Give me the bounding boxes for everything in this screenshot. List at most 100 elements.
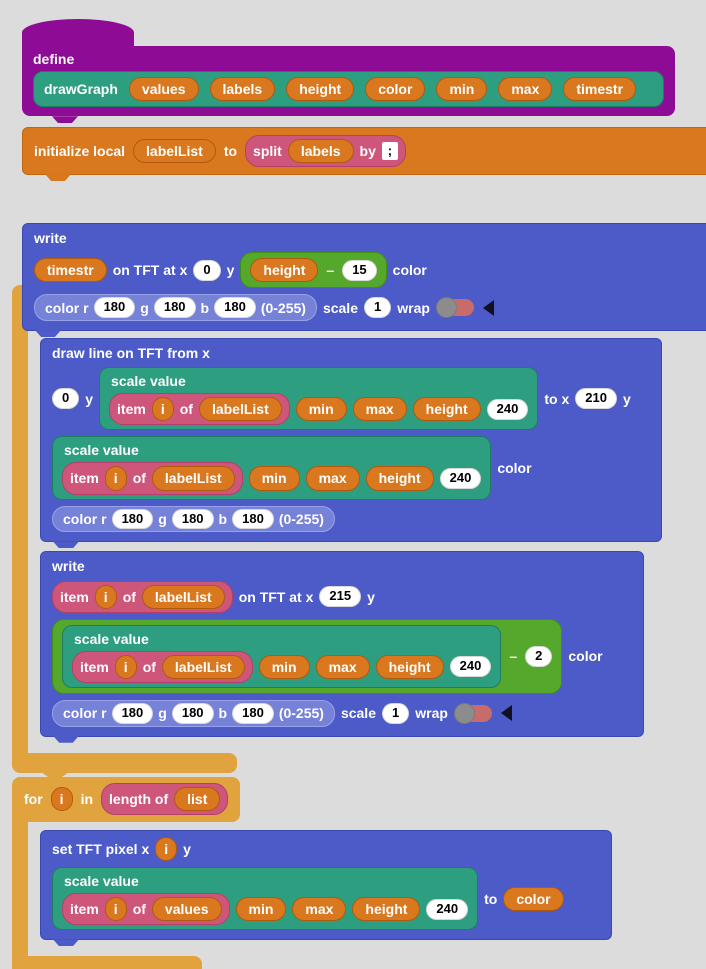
b-label: b	[200, 299, 210, 316]
param-pill-height[interactable]: height	[286, 77, 355, 102]
item-of-list-block[interactable]: item i of labelList	[62, 462, 243, 495]
list-variable-pill[interactable]: labelList	[141, 584, 225, 609]
loop-arm	[12, 822, 28, 957]
scale-label: scale	[322, 299, 358, 316]
list-variable-pill[interactable]: values	[151, 897, 222, 922]
y-label: y	[85, 390, 94, 407]
max-param-pill[interactable]: max	[305, 466, 360, 491]
height-param-pill[interactable]: height	[352, 897, 421, 922]
index-variable-pill[interactable]: i	[104, 466, 127, 491]
max-param-pill[interactable]: max	[315, 654, 370, 679]
green-input[interactable]: 180	[153, 297, 196, 319]
initialize-local-block[interactable]: initialize local labelList to split labe…	[22, 127, 706, 182]
list-variable-pill[interactable]: labelList	[161, 654, 245, 679]
scale-value-block[interactable]: scale value item i of labelList min	[62, 624, 502, 688]
red-input[interactable]: 180	[111, 508, 154, 530]
max-param-pill[interactable]: max	[292, 897, 347, 922]
item-of-list-block[interactable]: item i of labelList	[109, 393, 290, 426]
scale-input[interactable]: 1	[382, 702, 410, 724]
x-from-input[interactable]: 0	[52, 388, 80, 410]
blue-input[interactable]: 180	[232, 702, 274, 724]
param-pill-min[interactable]: min	[436, 77, 488, 102]
of-keyword: of	[132, 470, 146, 487]
labellist-variable-pill[interactable]: labelList	[133, 139, 216, 164]
scale-value-block[interactable]: scale value item i of labelList min max	[99, 367, 539, 431]
for-loop-header[interactable]: for i in length of list	[12, 777, 241, 823]
param-pill-values[interactable]: values	[128, 77, 199, 102]
param-pill-labels[interactable]: labels	[209, 77, 276, 102]
write-keyword: write	[34, 230, 67, 247]
param-pill-max[interactable]: max	[498, 77, 553, 102]
scale-value-block[interactable]: scale value item i of values min max	[52, 867, 479, 931]
min-param-pill[interactable]: min	[248, 466, 300, 491]
range-input[interactable]: 240	[449, 656, 492, 678]
timestr-param-pill[interactable]: timestr	[34, 258, 107, 283]
index-variable-pill[interactable]: i	[114, 654, 137, 679]
x-input[interactable]: 215	[319, 586, 362, 608]
scale-value-block[interactable]: scale value item i of labelList min max	[52, 436, 492, 500]
range-input[interactable]: 240	[486, 398, 529, 420]
split-block[interactable]: split labels by ;	[245, 135, 406, 168]
for-loop-labellist-block[interactable]: for i in length of labelList draw line o…	[12, 285, 662, 782]
min-param-pill[interactable]: min	[295, 397, 347, 422]
green-input[interactable]: 180	[171, 508, 214, 530]
loop-variable-pill[interactable]: i	[50, 787, 73, 812]
function-prototype-block[interactable]: drawGraph values labels height color min…	[33, 71, 664, 108]
index-variable-pill[interactable]: i	[155, 837, 178, 862]
subtract-value-input[interactable]: 15	[342, 259, 377, 281]
list-variable-pill[interactable]: labelList	[198, 397, 282, 422]
labels-param-pill[interactable]: labels	[287, 139, 354, 164]
height-param-pill[interactable]: height	[412, 397, 481, 422]
red-input[interactable]: 180	[111, 702, 154, 724]
write-label-block[interactable]: write item i of labelList on TFT at x 21…	[40, 551, 644, 743]
param-pill-color[interactable]: color	[365, 77, 426, 102]
blue-input[interactable]: 180	[232, 508, 274, 530]
write-timestr-block[interactable]: write timestr on TFT at x 0 y height – 1…	[22, 223, 706, 338]
list-variable-pill[interactable]: labelList	[151, 466, 235, 491]
blue-input[interactable]: 180	[214, 297, 256, 319]
wrap-label: wrap	[415, 705, 448, 722]
wrap-toggle[interactable]	[453, 702, 492, 724]
subtract-operator-block[interactable]: scale value item i of labelList min	[52, 618, 563, 694]
index-variable-pill[interactable]: i	[94, 584, 117, 609]
x-input[interactable]: 0	[193, 259, 221, 281]
color-rgb-subblock[interactable]: color r 180 g 180 b 180 (0-255)	[34, 294, 317, 322]
collapse-arrow-icon[interactable]	[500, 705, 512, 722]
wrap-toggle[interactable]	[435, 297, 474, 319]
separator-input[interactable]: ;	[381, 142, 398, 160]
red-input[interactable]: 180	[93, 297, 136, 319]
to-x-label: to x	[544, 390, 570, 407]
range-input[interactable]: 240	[426, 898, 469, 920]
max-param-pill[interactable]: max	[352, 397, 407, 422]
height-param-pill[interactable]: height	[375, 654, 444, 679]
length-of-block[interactable]: length of list	[101, 783, 229, 816]
param-pill-timestr[interactable]: timestr	[563, 77, 637, 102]
index-variable-pill[interactable]: i	[151, 397, 174, 422]
subtract-value-input[interactable]: 2	[525, 645, 553, 667]
index-variable-pill[interactable]: i	[104, 897, 127, 922]
initialize-keyword: initialize local	[34, 143, 126, 159]
range-input[interactable]: 240	[439, 468, 482, 489]
color-param-pill[interactable]: color	[503, 886, 564, 911]
item-of-list-block[interactable]: item i of values	[62, 893, 230, 926]
scale-input[interactable]: 1	[364, 297, 392, 319]
define-drawgraph-block[interactable]: define drawGraph values labels height co…	[22, 19, 675, 124]
min-param-pill[interactable]: min	[235, 897, 287, 922]
list-variable-pill[interactable]: list	[174, 787, 221, 812]
color-rgb-subblock[interactable]: color r 180 g 180 b 180 (0-255)	[52, 505, 335, 533]
collapse-arrow-icon[interactable]	[482, 299, 494, 316]
set-pixel-block[interactable]: set TFT pixel x i y scale value item i o…	[40, 830, 612, 947]
green-input[interactable]: 180	[171, 702, 214, 724]
draw-line-block[interactable]: draw line on TFT from x 0 y scale value …	[40, 338, 662, 549]
on-tft-at-x-label: on TFT at x	[112, 262, 188, 279]
min-param-pill[interactable]: min	[258, 654, 310, 679]
for-loop-values-block[interactable]: for i in length of list set TFT pixel x …	[12, 777, 612, 969]
item-of-list-block[interactable]: item i of labelList	[52, 580, 233, 613]
define-body[interactable]: define drawGraph values labels height co…	[22, 46, 675, 124]
x-to-input[interactable]: 210	[575, 388, 617, 410]
height-param-pill[interactable]: height	[250, 258, 319, 283]
color-rgb-subblock[interactable]: color r 180 g 180 b 180 (0-255)	[52, 699, 335, 727]
height-param-pill[interactable]: height	[365, 466, 434, 491]
item-of-list-block[interactable]: item i of labelList	[72, 650, 253, 683]
subtract-operator-block[interactable]: height – 15	[240, 252, 387, 289]
